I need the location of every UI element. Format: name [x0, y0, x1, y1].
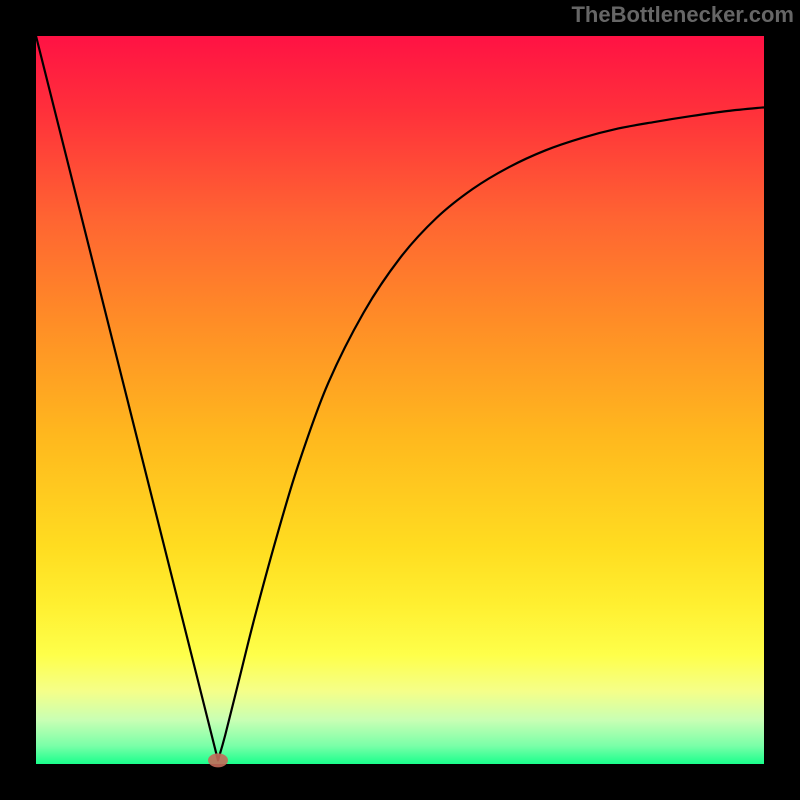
min-marker [208, 753, 228, 767]
bottleneck-chart [0, 0, 800, 800]
plot-background [36, 36, 764, 764]
watermark-text: TheBottlenecker.com [571, 2, 794, 28]
chart-container: TheBottlenecker.com [0, 0, 800, 800]
